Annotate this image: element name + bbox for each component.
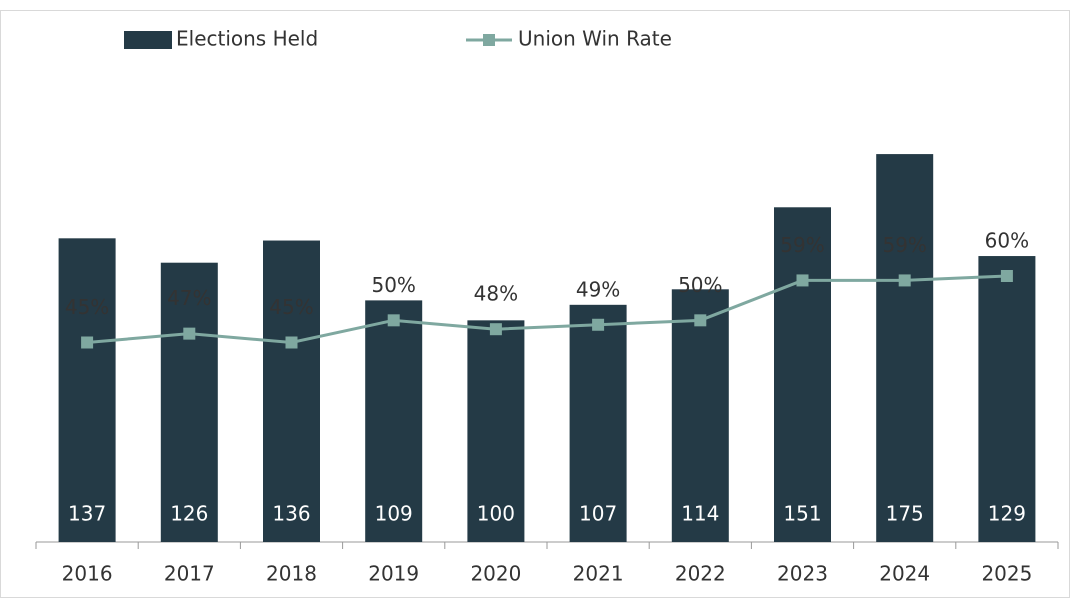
bar: [160, 262, 218, 542]
line-marker: [81, 336, 94, 349]
line-marker: [796, 274, 809, 287]
x-tick-label: 2019: [368, 562, 419, 586]
line-marker: [489, 323, 502, 336]
bar-label: 136: [272, 502, 310, 526]
bar-label: 175: [886, 502, 924, 526]
legend-marker: [483, 34, 495, 46]
x-tick-label: 2016: [62, 562, 113, 586]
line-marker: [1000, 270, 1013, 282]
x-tick-label: 2017: [164, 562, 215, 586]
x-tick-label: 2020: [470, 562, 521, 586]
bar: [467, 320, 525, 542]
bar-label: 151: [783, 502, 821, 526]
x-tick-label: 2021: [573, 562, 624, 586]
line-marker: [183, 327, 196, 340]
bar-label: 107: [579, 502, 617, 526]
bar-label: 109: [375, 502, 413, 526]
bar: [263, 240, 320, 543]
line-marker: [898, 274, 911, 287]
line-marker: [285, 336, 298, 349]
bar: [58, 238, 116, 543]
bar: [671, 289, 729, 542]
bar: [978, 256, 1036, 542]
bar: [569, 304, 627, 542]
line-label: 59%: [882, 233, 926, 257]
bar: [365, 300, 423, 542]
line-label: 50%: [678, 273, 722, 297]
legend-label: Elections Held: [176, 27, 318, 51]
bar-label: 100: [477, 502, 515, 526]
line-marker: [387, 314, 400, 327]
bar-label: 137: [68, 502, 106, 526]
x-tick-label: 2024: [879, 562, 930, 586]
line-marker: [694, 314, 707, 327]
line-label: 49%: [576, 277, 620, 301]
chart-border: [0, 10, 1070, 598]
x-tick-label: 2023: [777, 562, 828, 586]
bar-label: 126: [170, 502, 208, 526]
bar: [774, 207, 831, 543]
legend-swatch: [124, 31, 172, 49]
line-label: 60%: [985, 229, 1029, 253]
line: [86, 274, 1007, 345]
line-label: 48%: [474, 282, 518, 306]
bar-label: 129: [988, 502, 1026, 526]
bar: [876, 154, 934, 543]
legend-label: Union Win Rate: [518, 27, 672, 51]
line-label: 50%: [371, 273, 415, 297]
x-tick-label: 2018: [266, 562, 317, 586]
bar-label: 114: [681, 502, 719, 526]
line-label: 45%: [269, 295, 313, 319]
line-label: 47%: [167, 286, 211, 310]
x-tick-label: 2025: [981, 562, 1032, 586]
line-label: 59%: [780, 233, 824, 257]
line-marker: [592, 318, 605, 331]
x-tick-label: 2022: [675, 562, 726, 586]
line-label: 45%: [65, 295, 109, 319]
